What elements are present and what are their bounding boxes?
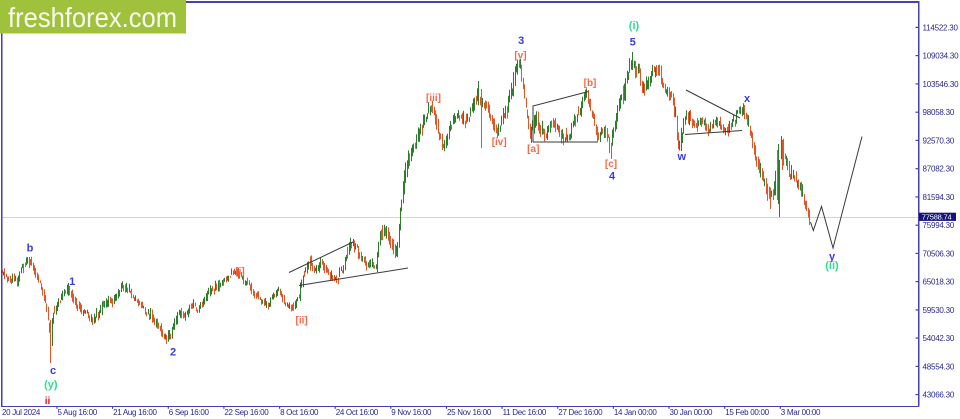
svg-text:103546.30: 103546.30 bbox=[923, 80, 960, 89]
svg-text:114522.30: 114522.30 bbox=[923, 23, 959, 32]
svg-text:[i]: [i] bbox=[235, 267, 244, 278]
svg-text:92570.30: 92570.30 bbox=[923, 136, 955, 145]
svg-text:77588.74: 77588.74 bbox=[922, 212, 952, 221]
svg-text:1: 1 bbox=[69, 276, 75, 288]
svg-text:81594.30: 81594.30 bbox=[923, 193, 955, 202]
svg-text:2: 2 bbox=[170, 347, 176, 359]
svg-text:b: b bbox=[27, 243, 34, 255]
svg-text:[iv]: [iv] bbox=[492, 137, 507, 148]
svg-text:30 Jan 00:00: 30 Jan 00:00 bbox=[670, 408, 714, 417]
svg-text:(ii): (ii) bbox=[825, 260, 839, 272]
svg-text:3 Mar 00:00: 3 Mar 00:00 bbox=[781, 408, 821, 417]
svg-text:5 Aug 16:00: 5 Aug 16:00 bbox=[58, 408, 98, 417]
svg-text:[a]: [a] bbox=[527, 144, 539, 155]
svg-text:[v]: [v] bbox=[514, 51, 526, 62]
svg-text:freshforex.com: freshforex.com bbox=[8, 2, 177, 33]
svg-text:22 Sep 16:00: 22 Sep 16:00 bbox=[224, 408, 269, 417]
svg-text:8 Oct 16:00: 8 Oct 16:00 bbox=[280, 408, 319, 417]
svg-text:y: y bbox=[829, 251, 836, 263]
svg-text:(y): (y) bbox=[44, 379, 58, 391]
svg-text:43066.30: 43066.30 bbox=[923, 391, 955, 400]
svg-text:109034.30: 109034.30 bbox=[923, 52, 960, 61]
svg-text:x: x bbox=[744, 93, 751, 105]
svg-text:24 Oct 16:00: 24 Oct 16:00 bbox=[336, 408, 379, 417]
svg-text:3: 3 bbox=[518, 35, 524, 47]
svg-text:6 Sep 16:00: 6 Sep 16:00 bbox=[169, 408, 210, 417]
svg-text:75994.30: 75994.30 bbox=[923, 221, 955, 230]
svg-text:11 Dec 16:00: 11 Dec 16:00 bbox=[503, 408, 547, 417]
svg-text:c: c bbox=[50, 365, 56, 377]
svg-text:[ii]: [ii] bbox=[295, 316, 307, 327]
svg-text:4: 4 bbox=[609, 170, 616, 182]
svg-text:25 Nov 16:00: 25 Nov 16:00 bbox=[447, 408, 492, 417]
svg-text:27 Dec 16:00: 27 Dec 16:00 bbox=[558, 408, 603, 417]
svg-text:70506.30: 70506.30 bbox=[923, 249, 955, 258]
svg-text:ii: ii bbox=[45, 396, 51, 407]
svg-text:w: w bbox=[677, 151, 687, 163]
svg-text:(i): (i) bbox=[629, 20, 640, 32]
svg-text:65018.30: 65018.30 bbox=[923, 278, 955, 287]
svg-text:21 Aug 16:00: 21 Aug 16:00 bbox=[113, 408, 157, 417]
svg-text:5: 5 bbox=[630, 37, 636, 49]
svg-text:14 Jan 00:00: 14 Jan 00:00 bbox=[614, 408, 658, 417]
svg-text:87082.30: 87082.30 bbox=[923, 165, 955, 174]
svg-text:[b]: [b] bbox=[584, 78, 597, 89]
svg-text:59530.30: 59530.30 bbox=[923, 306, 955, 315]
svg-text:15 Feb 00:00: 15 Feb 00:00 bbox=[725, 408, 769, 417]
svg-text:98058.30: 98058.30 bbox=[923, 108, 955, 117]
svg-text:9 Nov 16:00: 9 Nov 16:00 bbox=[391, 408, 432, 417]
svg-text:[iii]: [iii] bbox=[426, 93, 441, 104]
svg-text:[c]: [c] bbox=[605, 159, 617, 170]
svg-text:54042.30: 54042.30 bbox=[923, 334, 955, 343]
svg-text:48554.30: 48554.30 bbox=[923, 362, 955, 371]
svg-text:20 Jul 2024: 20 Jul 2024 bbox=[2, 408, 41, 417]
